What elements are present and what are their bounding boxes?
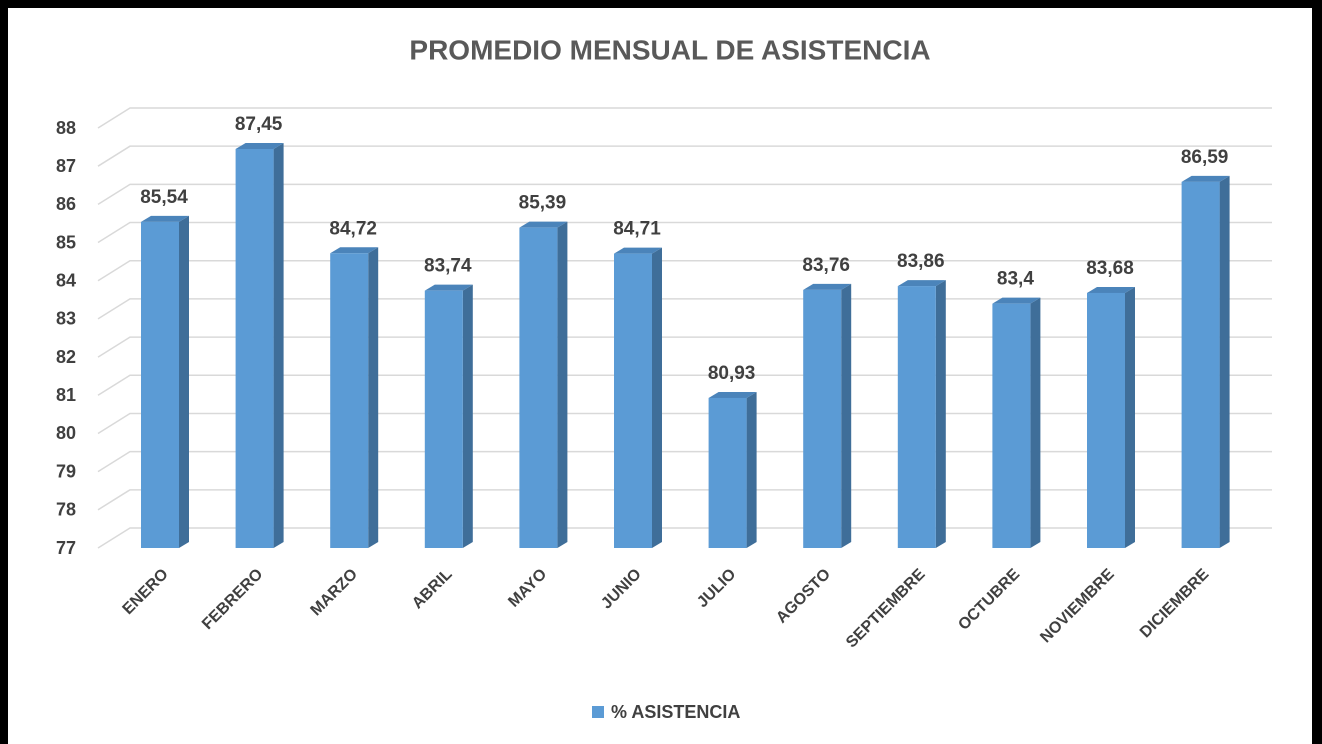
grid-line	[97, 259, 1272, 282]
grid-line	[97, 489, 1272, 511]
bar-side	[746, 391, 757, 548]
bar-top	[330, 247, 379, 254]
grid-line	[97, 145, 1272, 167]
bar	[424, 290, 463, 548]
y-tick-label: 85	[56, 232, 76, 252]
bar-side	[179, 215, 189, 548]
legend-swatch	[592, 706, 604, 718]
data-label: 83,4	[997, 269, 1034, 290]
y-tick-label: 79	[56, 461, 76, 481]
data-label: 83,86	[897, 251, 945, 272]
data-label: 80,93	[708, 363, 756, 384]
bar-side	[1030, 297, 1041, 548]
bar	[1181, 181, 1220, 548]
bar-side	[935, 280, 946, 548]
data-label: 83,74	[424, 256, 472, 277]
bar-top	[803, 283, 852, 290]
y-tick-label: 84	[56, 270, 76, 290]
data-label: 86,59	[1181, 147, 1229, 168]
data-label: 84,71	[613, 219, 661, 240]
y-tick-label: 80	[56, 423, 76, 443]
y-tick-label: 77	[56, 538, 76, 558]
y-tick-label: 83	[56, 309, 76, 329]
bar	[803, 289, 842, 548]
data-label: 85,39	[519, 193, 567, 214]
grid-line	[97, 412, 1272, 435]
bar-side	[557, 221, 568, 548]
data-label: 83,76	[802, 255, 850, 276]
grid-line	[97, 183, 1272, 205]
bar	[141, 221, 179, 548]
bar-side	[1125, 286, 1135, 548]
grid-line	[97, 450, 1272, 473]
data-label: 87,45	[235, 114, 283, 135]
bar-side	[273, 143, 284, 548]
bar	[897, 286, 936, 548]
bar-top	[141, 215, 189, 222]
bar-top	[992, 297, 1041, 304]
grid-line	[97, 221, 1272, 244]
bar-top	[235, 143, 284, 149]
y-tick-label: 78	[56, 500, 76, 520]
bar	[708, 397, 747, 548]
y-tick-label: 82	[56, 347, 76, 367]
data-label: 83,68	[1086, 258, 1134, 279]
bar-side	[1219, 175, 1230, 548]
bar	[614, 253, 652, 549]
bar-top	[1181, 175, 1230, 182]
bar-top	[1087, 286, 1135, 293]
bar-side	[368, 247, 379, 548]
bar	[235, 149, 274, 548]
data-label: 85,54	[140, 187, 188, 208]
bar-top	[897, 280, 946, 287]
y-tick-label: 88	[56, 118, 76, 138]
bar-top	[708, 391, 757, 398]
y-tick-label: 86	[56, 194, 76, 214]
grid-line	[97, 374, 1272, 396]
bar	[992, 303, 1031, 548]
grid-line	[97, 298, 1272, 320]
bar-top	[614, 247, 662, 254]
bar-side	[462, 284, 473, 548]
y-tick-label: 81	[56, 385, 76, 405]
y-tick-label: 87	[56, 156, 76, 176]
grid-line	[97, 336, 1272, 358]
grid-line	[97, 107, 1272, 129]
bar	[330, 253, 369, 548]
bar	[519, 227, 558, 548]
bar	[1087, 292, 1125, 548]
bar-side	[652, 247, 662, 549]
data-label: 84,72	[329, 218, 377, 239]
bar-top	[424, 284, 473, 291]
bar-side	[841, 283, 852, 548]
legend-label: % ASISTENCIA	[611, 702, 740, 722]
bar-top	[519, 221, 568, 228]
grid-line	[97, 527, 1272, 549]
chart-title: PROMEDIO MENSUAL DE ASISTENCIA	[409, 34, 930, 65]
